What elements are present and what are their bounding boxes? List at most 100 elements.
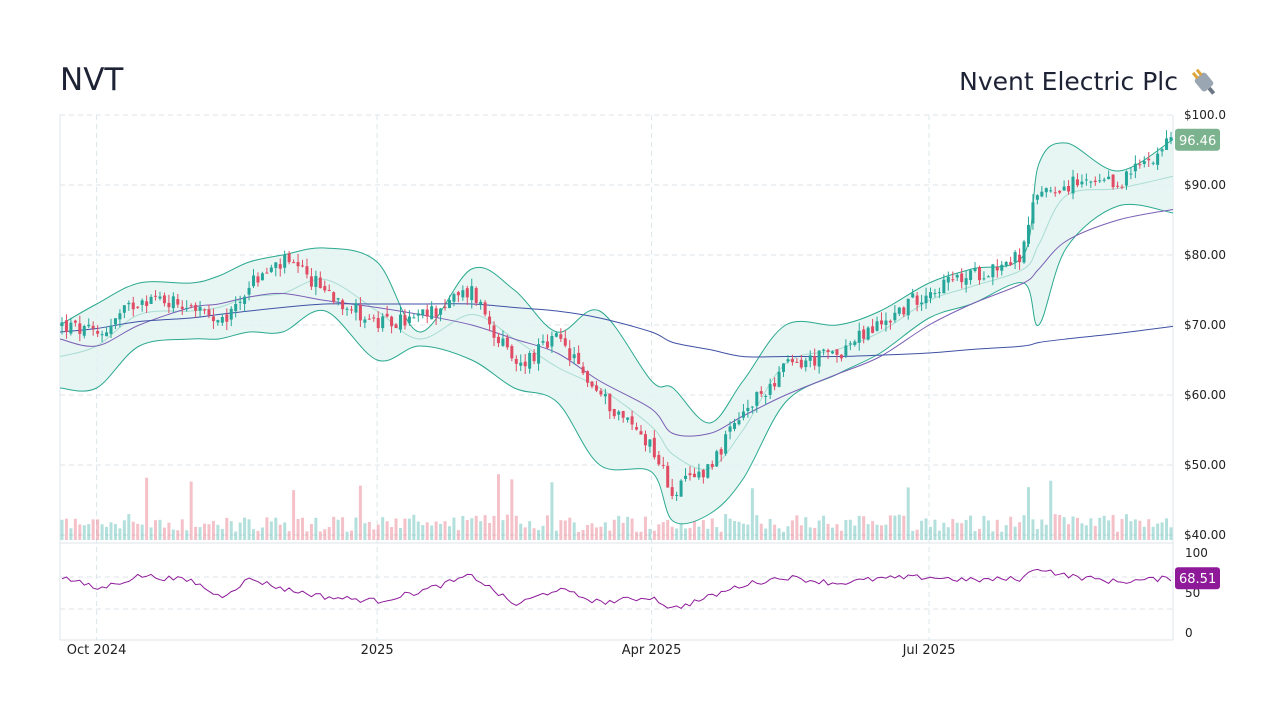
volume-bar [488,523,492,540]
candle-body [897,307,901,314]
volume-bar [1107,520,1111,540]
candle-body [768,383,772,395]
volume-bar [977,528,981,540]
rsi-axis: 100 50 0 [1185,546,1208,640]
volume-bar [969,515,973,540]
volume-bar [581,529,585,540]
volume-bar [928,526,932,540]
volume-bar [955,522,959,540]
volume-bar [924,518,928,540]
volume-bar [643,516,647,540]
volume-bar [835,524,839,540]
volume-bar [1022,515,1026,540]
volume-bar [755,515,759,540]
candle-body [728,426,732,432]
rsi-gridlines [60,542,1173,610]
candle-body [782,363,786,372]
candle-body [60,322,64,327]
volume-bar [657,524,661,540]
volume-bar [594,527,598,540]
volume-bar [982,515,986,540]
bollinger-mid-line [59,175,1174,470]
candle-body [817,350,821,367]
candle-body [572,354,576,359]
volume-bar [920,520,924,540]
volume-bar [403,518,407,540]
bollinger-band-fill [60,139,1173,524]
volume-bar [661,522,665,540]
candle-body [795,361,799,363]
volume-bar [1026,487,1030,540]
candle-body [568,348,572,361]
volume-bar [577,531,581,540]
volume-bar [412,514,416,540]
volume-bar [862,516,866,540]
candle-body [1013,252,1017,263]
candle-body [78,323,82,334]
volume-bar [639,531,643,540]
candle-body [1053,192,1057,194]
candle-body [1018,254,1022,263]
volume-bar [853,525,857,540]
candlesticks [60,130,1173,501]
candle-body [906,298,910,316]
candle-body [434,308,438,317]
candle-body [804,360,808,368]
candle-body [581,366,585,374]
volume-bar [844,519,848,540]
candle-body [314,275,318,287]
volume-bar [808,527,812,540]
candle-body [167,302,171,308]
volume-bar [626,516,630,540]
candle-body [171,296,175,309]
volume-bar [407,518,411,540]
candle-body [483,302,487,315]
candle-body [1156,153,1160,165]
volume-bar [599,526,603,540]
volume-bar [171,529,175,540]
candle-body [541,341,545,343]
volume-bar [777,528,781,540]
volume-bar [358,485,362,540]
candle-body [488,316,492,325]
volume-bar [964,519,968,540]
volume-bar [345,531,349,540]
volume-bar [911,530,915,540]
candle-body [586,371,590,383]
candle-body [1031,202,1035,224]
time-tick-label: Apr 2025 [622,643,682,658]
candle-body [216,320,220,323]
volume-bars [60,474,1173,540]
volume-bar [1067,524,1071,540]
volume-bar [991,531,995,540]
candle-body [367,318,371,320]
candle-body [822,349,826,351]
candle-body [973,268,977,271]
candle-body [194,304,198,311]
candle-body [225,314,229,322]
volume-bar [541,525,545,540]
candle-body [528,352,532,369]
candle-body [1084,179,1088,181]
candle-body [835,349,839,355]
candle-body [951,279,955,281]
candle-body [862,329,866,339]
volume-bar [229,521,233,540]
candle-body [1022,241,1026,263]
candle-body [675,494,679,496]
candle-body [131,302,135,310]
candle-body [1116,185,1120,187]
volume-bar [728,518,732,540]
rsi-tick-label: 50 [1185,586,1200,600]
volume-bar [292,490,296,540]
candle-body [960,273,964,283]
volume-bar [109,522,113,540]
volume-bar [786,526,790,540]
volume-bar [568,517,572,540]
time-tick-label: 2025 [361,643,394,658]
candle-body [1098,180,1102,182]
volume-bar [265,517,269,540]
candle-body [964,278,968,285]
volume-bar [1013,526,1017,540]
